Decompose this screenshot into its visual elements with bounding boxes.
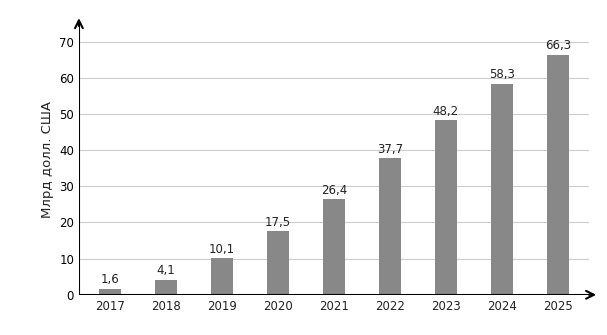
- Text: 1,6: 1,6: [100, 273, 119, 286]
- Text: 4,1: 4,1: [157, 264, 175, 277]
- Bar: [547, 55, 569, 295]
- Text: 58,3: 58,3: [489, 68, 515, 81]
- Text: 26,4: 26,4: [320, 184, 347, 197]
- Text: 48,2: 48,2: [433, 105, 459, 118]
- Bar: [98, 289, 121, 295]
- Text: 37,7: 37,7: [377, 143, 403, 156]
- Bar: [266, 231, 289, 295]
- Bar: [323, 199, 345, 295]
- Bar: [211, 258, 233, 295]
- Bar: [435, 120, 457, 295]
- Bar: [490, 84, 513, 295]
- Text: 17,5: 17,5: [265, 216, 291, 229]
- Text: 66,3: 66,3: [545, 40, 571, 52]
- Bar: [155, 280, 177, 295]
- Y-axis label: Млрд долл. США: Млрд долл. США: [41, 100, 53, 218]
- Bar: [379, 158, 401, 295]
- Text: 10,1: 10,1: [209, 243, 235, 256]
